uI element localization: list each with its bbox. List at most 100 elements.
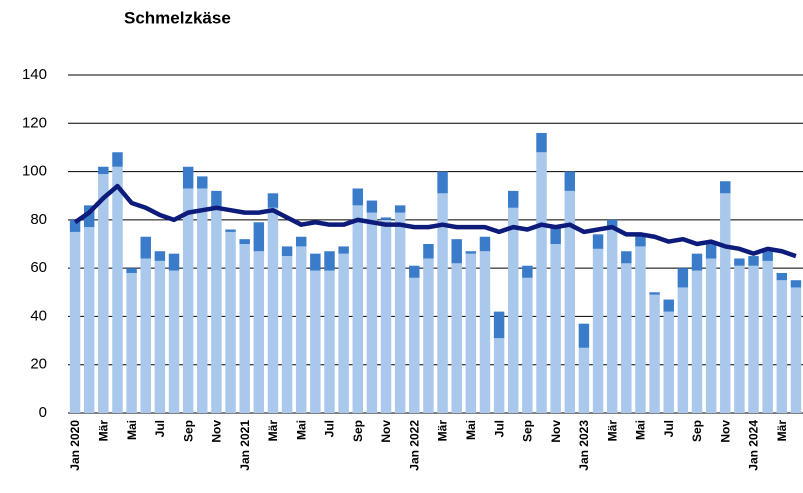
bar-segment — [182, 188, 194, 413]
bar-segment — [649, 292, 660, 295]
bar-segment — [592, 234, 604, 249]
bar-segment — [691, 270, 703, 413]
bar-segment — [508, 190, 519, 208]
bar-segment — [197, 188, 208, 413]
bar-segment — [380, 219, 392, 413]
bar-segment — [705, 244, 717, 259]
line — [73, 183, 797, 259]
bar-segment — [649, 294, 660, 413]
bar-segment — [423, 258, 434, 413]
bar-segment — [154, 260, 166, 413]
bar-segment — [748, 265, 759, 413]
bar-segment — [310, 270, 321, 413]
bar-segment — [281, 246, 293, 257]
bar-segment — [493, 311, 505, 339]
bar-segment — [338, 253, 349, 413]
bar-segment — [69, 231, 81, 413]
chart-title: Schmelzkäse — [124, 8, 231, 27]
bar-segment — [83, 227, 95, 413]
x-tick-label: Sep — [181, 420, 195, 442]
bar-segment — [677, 287, 689, 413]
bar-segment — [338, 246, 349, 254]
x-tick-label: Mär — [97, 420, 111, 442]
bar-segment — [578, 323, 590, 348]
bar-segment — [394, 205, 406, 213]
bar-segment — [168, 270, 180, 413]
x-tick-label: Mai — [294, 420, 308, 440]
x-tick-label: Mär — [775, 420, 789, 442]
x-tick-label: Nov — [718, 420, 732, 443]
y-tick-label: 80 — [30, 211, 47, 228]
bar-segment — [762, 251, 773, 261]
bar-segment — [564, 171, 576, 191]
bar-segment — [635, 246, 646, 413]
bar-segment — [578, 347, 590, 413]
bar-segment — [366, 212, 378, 413]
bar-segment — [465, 253, 477, 413]
bar-segment — [621, 263, 632, 413]
bar-segment — [536, 132, 547, 153]
bar-segment — [140, 236, 151, 259]
bar-segment — [267, 207, 279, 413]
bar-segment — [522, 277, 533, 413]
x-tick-label: Mär — [436, 420, 450, 442]
x-tick-label: Sep — [521, 420, 535, 442]
bar-segment — [310, 253, 321, 271]
bar-segment — [522, 265, 533, 278]
bar-segment — [324, 270, 335, 413]
bar-segment — [352, 188, 363, 206]
bar-segment — [479, 236, 491, 252]
bar-segment — [493, 338, 505, 413]
bar-segment — [409, 277, 420, 413]
bar-segment — [253, 251, 265, 413]
bar-segment — [508, 207, 519, 413]
bar-segment — [536, 152, 547, 413]
bar-segment — [592, 248, 604, 413]
bar-segment — [211, 190, 222, 208]
bar-segment — [720, 181, 731, 194]
bar-segment — [663, 311, 674, 413]
x-tick-label: Nov — [210, 420, 224, 443]
bar-segment — [790, 287, 802, 413]
bar-segment — [423, 244, 434, 259]
bar-segment — [352, 205, 363, 413]
y-tick-label: 100 — [22, 163, 47, 180]
bar-segment — [281, 256, 293, 413]
x-tick-label: Nov — [549, 420, 563, 443]
bar-segment — [140, 258, 151, 413]
bar-segment — [776, 280, 788, 413]
bar-segment — [606, 219, 618, 230]
bar-segment — [98, 166, 109, 174]
x-tick-label: Jul — [153, 420, 167, 437]
bar-segment — [69, 219, 81, 232]
bar-segment — [239, 239, 250, 244]
bar-segment — [239, 244, 250, 413]
bar-segment — [621, 251, 632, 264]
bar-segment — [83, 205, 95, 228]
bar-segment — [168, 253, 180, 271]
bar-segment — [394, 212, 406, 413]
y-tick-label: 120 — [22, 114, 47, 131]
y-tick-label: 140 — [22, 66, 47, 83]
bar-segment — [677, 268, 689, 288]
bar-segment — [734, 265, 745, 413]
bar-segment — [112, 166, 123, 413]
y-tick-label: 0 — [39, 404, 47, 421]
bar-segment — [295, 236, 307, 247]
bar-segment — [762, 260, 773, 413]
bar-segment — [225, 229, 236, 232]
bar-segment — [126, 268, 137, 273]
x-tick-label: Jul — [492, 420, 506, 437]
bar-segment — [564, 190, 576, 413]
bar-segment — [635, 234, 646, 247]
x-tick-label: Mär — [605, 420, 619, 442]
bar-segment — [112, 152, 123, 167]
x-tick-label: Mai — [464, 420, 478, 440]
x-tick-label: Jan 2020 — [68, 420, 82, 471]
bar-segment — [197, 176, 208, 189]
bar-segment — [451, 239, 462, 264]
bar-segment — [154, 251, 166, 261]
bar-segment — [324, 251, 335, 271]
bar-segment — [211, 207, 222, 413]
